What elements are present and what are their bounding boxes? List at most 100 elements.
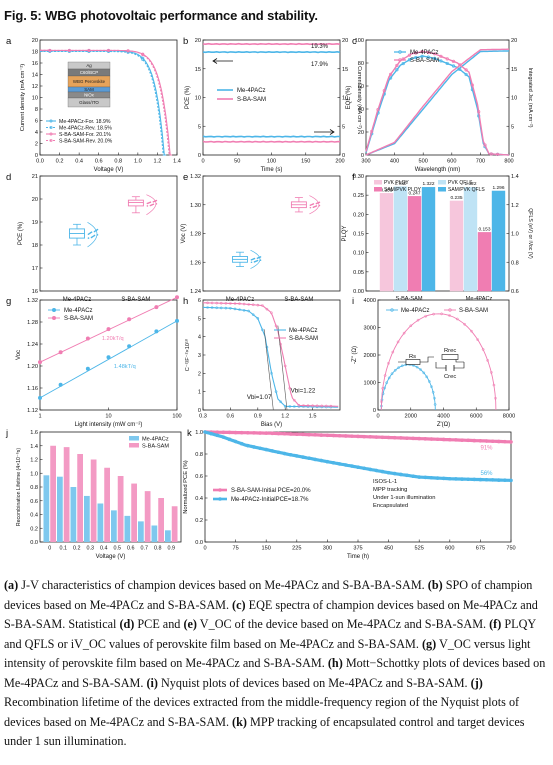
eqe-marker: [401, 61, 405, 66]
nyquist-point: [381, 386, 385, 390]
panel-letter: i: [352, 296, 354, 307]
legend-label: S-BA-SAM: [459, 308, 488, 314]
ms-marker: [247, 309, 251, 313]
ms-curve: [202, 306, 339, 408]
mpp-marker: [380, 435, 385, 440]
circuit-label: Rrec: [444, 348, 456, 354]
y-tick-label: 6: [198, 298, 201, 304]
mpp-marker: [503, 478, 507, 483]
y2-tick-label: 5: [511, 124, 514, 130]
fit-line: [39, 320, 178, 399]
mpp-marker: [276, 450, 281, 455]
x-tick-label: 0.4: [100, 546, 108, 552]
mpp-marker: [460, 438, 464, 442]
mpp-marker: [417, 436, 422, 441]
box-point: [87, 233, 90, 235]
y-tick-label: 3000: [364, 326, 376, 332]
stack-layer-label: WBG Perovskite: [73, 79, 106, 84]
bar-value-label: 0.255: [380, 187, 392, 193]
mpp-marker: [472, 477, 477, 482]
test-condition-note: Encapsulated: [373, 503, 408, 509]
mpp-marker: [399, 472, 403, 477]
integrated-jsc-curve: [365, 50, 510, 156]
eqe-marker: [420, 50, 424, 54]
y-axis-label: Recombination Lifetime (4×10⁻⁶s): [16, 448, 22, 527]
bar: [463, 187, 478, 292]
y-tick-label: 1.24: [27, 342, 38, 348]
mpp-marker: [466, 477, 470, 482]
mpp-marker: [496, 478, 501, 482]
legend-label: PVK QFLS: [448, 180, 473, 186]
box-point: [250, 261, 253, 264]
nyquist-point: [380, 400, 383, 403]
legend-label: Me-4PACz-Rev. 18.5%: [59, 126, 112, 132]
y-tick-label: 0.05: [353, 270, 364, 276]
mpp-marker: [313, 457, 317, 462]
x-tick-label: 0.2: [73, 546, 81, 552]
plot-frame: [202, 175, 341, 292]
box-point: [309, 204, 312, 206]
y-axis-label: Normalized PCE (%): [183, 460, 189, 514]
y-tick-label: 2: [35, 142, 38, 148]
nyquist-point: [427, 380, 431, 383]
y-tick-label: 0.10: [353, 251, 364, 257]
mpp-marker: [276, 431, 281, 436]
mpp-marker: [454, 438, 458, 442]
y-tick-label: 0.4: [195, 496, 203, 502]
data-point: [58, 382, 63, 387]
mpp-marker: [490, 439, 495, 444]
x-tick-label: 0.3: [199, 414, 207, 420]
ms-marker: [219, 301, 223, 305]
bar-value-label: 1.326: [394, 181, 406, 187]
bar: [393, 186, 408, 292]
bar: [449, 200, 464, 292]
y-axis-label: Voc (V): [181, 224, 187, 244]
data-point: [85, 336, 90, 341]
tangent-line: [277, 325, 288, 411]
mpp-marker: [386, 435, 391, 440]
mpp-marker: [313, 433, 317, 437]
jv-marker: [126, 49, 130, 53]
y-axis-label: EQE (%): [346, 86, 352, 110]
data-point: [106, 327, 111, 332]
mpp-marker: [484, 439, 489, 443]
y-tick-label: 1.32: [190, 174, 201, 180]
y-tick-label: 0.8: [195, 452, 203, 458]
y-tick-label: 0.2: [30, 526, 38, 532]
mpp-marker: [362, 466, 366, 471]
mpp-marker: [233, 439, 238, 444]
mpp-marker: [246, 430, 250, 435]
distribution-curve: [250, 249, 261, 269]
mpp-marker: [264, 431, 269, 435]
y-tick-label: 1.28: [27, 320, 38, 326]
box-point: [315, 202, 318, 205]
x-tick-label: 50: [234, 159, 240, 165]
mpp-marker: [221, 430, 226, 435]
box-point: [312, 206, 315, 209]
y-tick-label: 1.12: [27, 408, 38, 414]
ms-marker: [256, 303, 260, 307]
caption-panel-ref: (e): [183, 617, 197, 631]
ms-marker: [279, 342, 282, 346]
eqe-marker: [395, 63, 399, 68]
mpp-marker: [392, 471, 397, 476]
ms-marker: [238, 302, 241, 306]
y-tick-label: 10: [32, 96, 38, 102]
nyquist-point: [432, 312, 435, 316]
mpp-marker: [441, 476, 446, 481]
mpp-marker: [460, 477, 464, 481]
bar: [477, 232, 492, 292]
bar: [111, 510, 117, 542]
legend-label: Me-4PACz: [289, 328, 318, 334]
y-tick-label: 1.6: [30, 430, 38, 436]
annotation: 1.48kT/q: [114, 364, 136, 370]
mpp-marker: [227, 437, 232, 442]
mpp-marker: [203, 430, 207, 434]
legend-marker: [398, 58, 402, 62]
legend-label: S-BA-SAM: [289, 336, 318, 342]
bar: [165, 530, 171, 542]
x-axis-label: Time (s): [261, 167, 283, 173]
y2-tick-label: 10: [342, 96, 348, 102]
bar: [144, 491, 151, 542]
